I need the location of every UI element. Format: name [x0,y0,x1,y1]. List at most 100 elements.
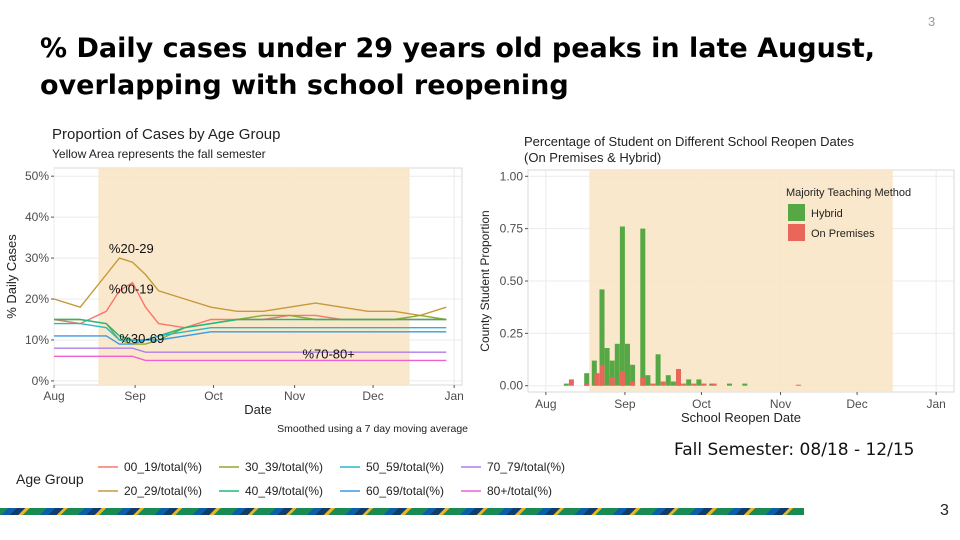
bar-on-premises-1 [584,383,590,386]
line-legend-label-7: 80+/total(%) [487,484,552,498]
line-series-6 [54,347,447,353]
line-chart-annotation-1: %00-19 [109,282,154,297]
line-legend-label-1: 20_29/total(%) [124,484,202,498]
bar-hybrid-9 [630,364,636,386]
line-chart-y-tick-label: 0% [32,374,50,388]
line-legend-label-6: 70_79/total(%) [487,460,565,474]
bar-legend-key-1 [788,224,805,241]
bar-hybrid-14 [670,381,676,386]
bar-on-premises-7 [640,377,646,386]
bar-chart-y-tick-label: 1.00 [500,169,524,183]
bar-chart-x-tick-label: Sep [614,397,636,411]
slide-title-line-1: % Daily cases under 29 years old peaks i… [40,33,876,64]
line-series-3 [54,318,447,341]
bar-hybrid-20 [742,383,748,386]
line-chart-y-tick-label: 50% [25,169,49,183]
line-chart-subtitle: Yellow Area represents the fall semester [52,147,266,161]
bar-hybrid-3 [599,289,605,386]
bar-legend-key-0 [788,204,805,221]
bar-on-premises-2 [594,373,600,386]
decorative-stripe [0,508,804,515]
bar-hybrid-7 [619,226,625,386]
bar-hybrid-19 [727,383,732,386]
bar-on-premises-4 [609,377,615,386]
line-chart-x-tick-label: Dec [362,389,383,403]
line-series-5 [54,331,447,345]
bar-hybrid-10 [640,228,646,386]
bar-hybrid-11 [645,375,651,386]
line-series-1 [53,257,447,317]
line-series-7 [54,355,447,362]
slide-number-bottom: 3 [940,502,949,519]
bar-hybrid-1 [584,373,590,386]
bar-on-premises-9 [660,381,666,386]
bar-chart-title: Percentage of Student on Different Schoo… [524,134,855,149]
bar-chart-y-tick-label: 0.75 [500,222,524,236]
bar-chart-x-tick-label: Nov [770,397,791,411]
bar-on-premises-14 [711,383,717,386]
bar-on-premises-12 [691,383,697,386]
bar-hybrid-0 [563,383,569,386]
line-series-4 [54,322,447,341]
bar-chart-y-tick-label: 0.50 [500,274,524,288]
bar-on-premises-5 [619,371,625,386]
bar-chart-x-tick-label: Aug [535,397,556,411]
line-chart-y-tick-label: 20% [25,292,49,306]
bar-on-premises-6 [630,381,636,386]
bar-chart-subtitle: (On Premises & Hybrid) [524,150,661,165]
bar-on-premises-13 [701,383,707,386]
bar-chart-y-tick-label: 0.00 [500,379,524,393]
line-chart-annotation-2: %30-69 [119,331,164,346]
bar-hybrid-17 [696,379,702,386]
bar-hybrid-8 [625,343,630,386]
line-chart-y-tick-label: 40% [25,210,49,224]
slide-title: % Daily cases under 29 years old peaks i… [40,30,920,104]
bar-on-premises-0 [568,379,574,386]
bar-chart-legend-title: Majority Teaching Method [786,187,911,199]
bar-on-premises-10 [676,369,681,386]
bar-chart-x-tick-label: Dec [846,397,867,411]
bar-chart-y-axis-label: County Student Proportion [478,210,492,351]
line-chart-caption: Smoothed using a 7 day moving average [277,423,468,435]
bar-hybrid-4 [604,348,610,386]
bar-fall-semester-shading [589,170,893,392]
line-chart-legend-title: Age Group [16,471,84,487]
fall-semester-shading [98,168,410,385]
bar-on-premises-15 [795,384,801,386]
bar-chart-x-tick-label: Oct [692,397,711,411]
line-chart-y-axis-label: % Daily Cases [4,234,19,319]
bar-hybrid-6 [614,343,620,386]
line-chart-x-tick-label: Jan [444,389,463,403]
bar-chart-x-tick-label: Jan [926,397,945,411]
line-chart-x-tick-label: Nov [284,389,305,403]
bar-legend-label-1: On Premises [811,228,875,240]
bar-on-premises-3 [599,364,605,386]
line-legend-label-4: 50_59/total(%) [366,460,444,474]
bar-on-premises-8 [650,383,656,386]
line-chart-y-tick-label: 30% [25,251,49,265]
line-chart-x-tick-label: Oct [204,389,223,403]
line-legend-label-2: 30_39/total(%) [245,460,323,474]
bar-hybrid-5 [609,360,615,386]
bar-chart-y-tick-label: 0.25 [500,326,524,340]
bar-hybrid-16 [686,379,692,386]
bar-hybrid-12 [655,354,661,386]
line-chart-annotation-3: %70-80+ [302,346,354,361]
bar-hybrid-2 [591,360,597,386]
line-chart-annotation-0: %20-29 [109,241,154,256]
bar-hybrid-13 [665,375,671,386]
bar-legend-label-0: Hybrid [811,208,843,220]
fall-semester-note: Fall Semester: 08/18 - 12/15 [674,440,915,460]
bar-on-premises-11 [681,383,687,386]
line-chart-y-tick-label: 10% [25,333,49,347]
line-chart-x-tick-label: Aug [43,389,64,403]
slide-number-top: 3 [928,14,936,29]
bar-chart-x-axis-label: School Reopen Date [681,410,801,425]
line-chart-x-tick-label: Sep [124,389,146,403]
line-chart-x-axis-label: Date [244,402,271,417]
slide-title-line-2: overlapping with school reopening [40,70,569,101]
line-legend-label-3: 40_49/total(%) [245,484,323,498]
line-legend-label-0: 00_19/total(%) [124,460,202,474]
line-legend-label-5: 60_69/total(%) [366,484,444,498]
